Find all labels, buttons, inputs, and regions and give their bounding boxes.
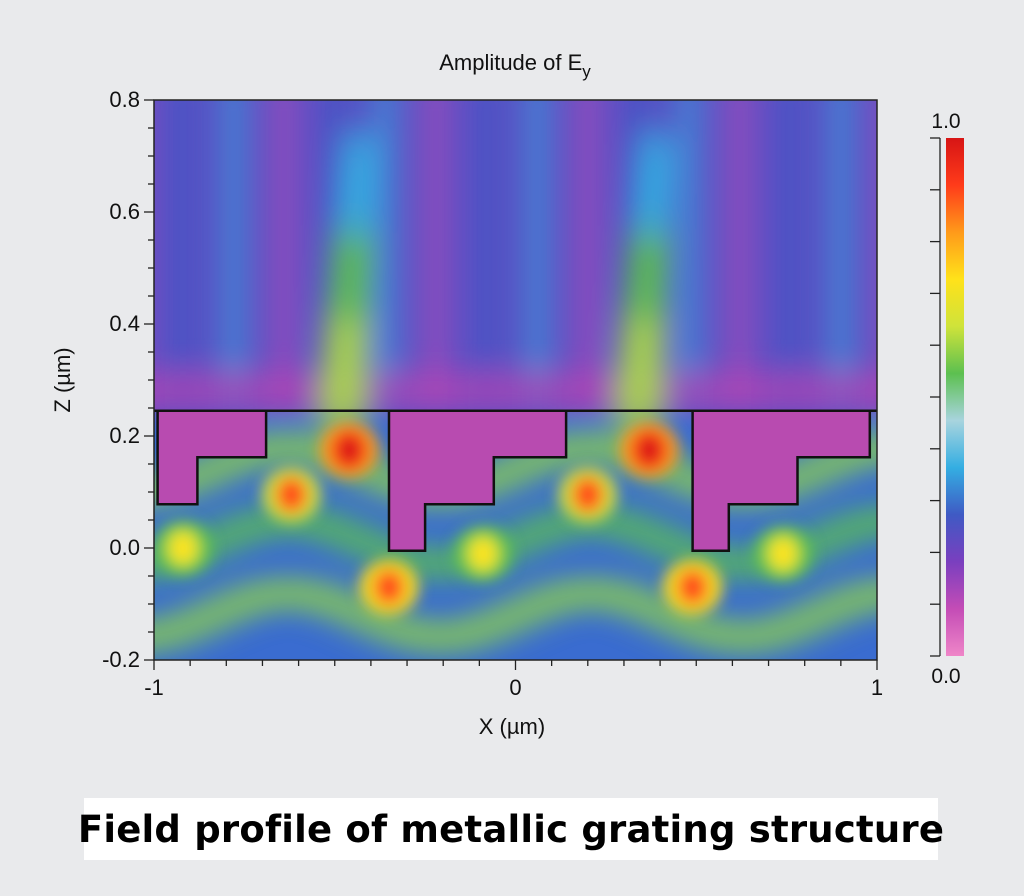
colorbar-ramp [946,138,964,656]
hotspot-core [339,437,360,463]
y-axis: -0.2 0.0 0.2 0.4 0.6 0.8 [102,87,154,672]
hotspot-core [472,540,493,567]
hotspot-core [639,437,660,463]
colorbar-min-label: 0.0 [931,665,960,688]
field-background-upper [154,100,877,411]
field-fringe [120,80,144,411]
field-profile-chart: Amplitude of Ey -1 0 1 -0.2 0.0 0.2 0.4 0.6 0.8… [50,50,964,739]
x-axis-label: X (µm) [479,714,545,739]
field-fringe [879,80,903,411]
colorbar: 1.0 0.0 [930,110,964,688]
field-plume [635,126,676,186]
field-band [872,438,877,457]
field-fringe [221,100,246,411]
y-tick-label: 0.2 [109,423,140,448]
field-band [847,505,877,538]
heatmap-field [88,80,903,660]
field-fringe [727,100,752,411]
field-fringe [170,100,195,411]
field-fringe [525,100,550,411]
hotspot-core [682,574,703,601]
interface-band [154,370,877,411]
y-tick-label: 0.6 [109,199,140,224]
grating-tooth-3 [691,409,872,553]
hotspot-core [773,540,794,567]
field-band [872,584,877,602]
field-plume [339,126,380,186]
field-band [88,474,148,506]
grating-tooth-2 [387,409,568,553]
field-fringe [423,100,448,411]
y-tick-label: 0.4 [109,311,140,336]
hotspot-core [281,481,302,508]
field-fringe [575,100,600,411]
hotspot-core [172,535,193,561]
x-tick-label: -1 [144,675,164,700]
y-tick-label: 0.0 [109,535,140,560]
field-band [872,511,877,529]
x-tick-label: 1 [871,675,883,700]
field-fringe [677,100,702,411]
y-tick-label: -0.2 [102,647,140,672]
field-hotspot-layer [154,422,814,616]
field-fringe [373,100,398,411]
field-fringe [778,100,803,411]
y-tick-label: 0.8 [109,87,140,112]
field-band [847,578,877,611]
x-tick-label: 0 [509,675,521,700]
y-axis-label: Z (µm) [50,347,75,412]
field-fringe [272,100,297,411]
caption-box: Field profile of metallic grating struct… [78,798,944,860]
colorbar-max-label: 1.0 [931,110,960,133]
grating-outline [154,409,877,553]
hotspot-core [378,574,399,601]
field-fringe [474,100,499,411]
x-axis: -1 0 1 [144,660,883,700]
figure-caption: Field profile of metallic grating struct… [77,807,945,851]
field-fringe [828,100,853,411]
chart-title: Amplitude of Ey [439,50,591,81]
hotspot-core [577,481,598,508]
